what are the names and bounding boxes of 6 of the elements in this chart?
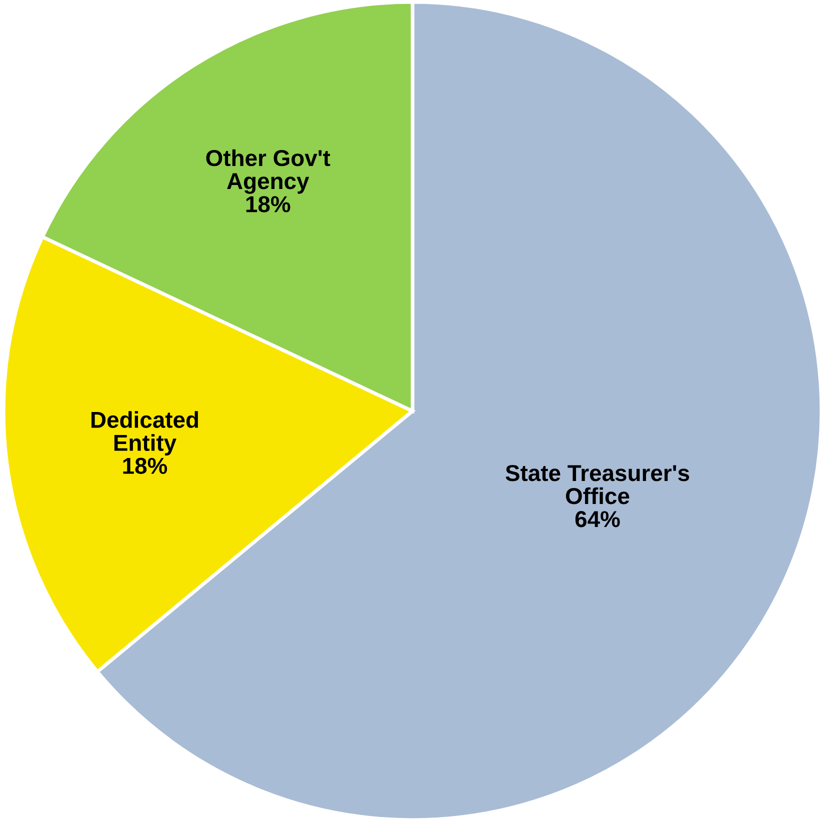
slice-label: State Treasurer's Office bbox=[506, 464, 690, 504]
slice-label: Dedicated Entity bbox=[91, 411, 198, 456]
slice-label: Other Gov't Agency bbox=[206, 149, 330, 194]
data-label: 64% bbox=[575, 511, 620, 528]
data-label: 18% bbox=[246, 196, 290, 212]
data-label: 18% bbox=[123, 458, 168, 474]
